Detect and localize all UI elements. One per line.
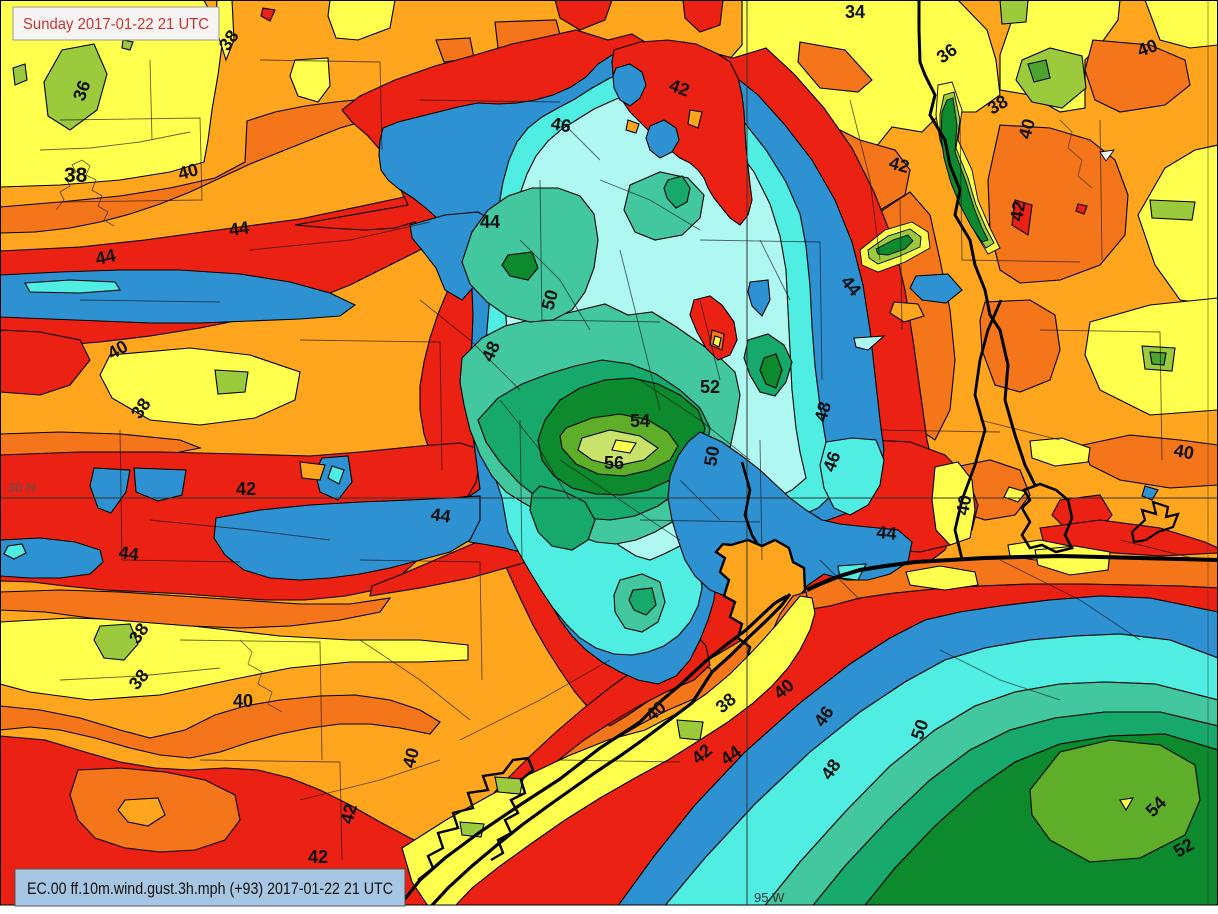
svg-text:44: 44 <box>429 504 452 527</box>
svg-text:44: 44 <box>480 212 500 232</box>
svg-text:30 N: 30 N <box>8 480 35 495</box>
svg-text:42: 42 <box>1006 199 1029 222</box>
svg-text:54: 54 <box>630 411 650 431</box>
svg-text:50: 50 <box>700 444 723 467</box>
svg-text:44: 44 <box>228 217 251 240</box>
svg-text:95 W: 95 W <box>754 890 785 905</box>
svg-text:40: 40 <box>952 493 975 516</box>
svg-text:44: 44 <box>94 245 118 269</box>
svg-text:44: 44 <box>117 542 140 565</box>
svg-text:Sunday 2017-01-22 21 UTC: Sunday 2017-01-22 21 UTC <box>23 16 209 33</box>
svg-text:52: 52 <box>700 377 720 397</box>
svg-text:42: 42 <box>236 479 256 499</box>
svg-text:56: 56 <box>604 453 624 473</box>
svg-text:40: 40 <box>233 691 253 711</box>
svg-text:42: 42 <box>308 847 328 867</box>
svg-text:EC.00 ff.10m.wind.gust.3h.mph: EC.00 ff.10m.wind.gust.3h.mph (+93) 2017… <box>27 880 393 898</box>
svg-text:40: 40 <box>1172 440 1195 463</box>
svg-text:44: 44 <box>876 522 898 544</box>
svg-text:46: 46 <box>549 113 572 136</box>
svg-text:38: 38 <box>64 164 88 187</box>
svg-text:34: 34 <box>845 2 865 22</box>
